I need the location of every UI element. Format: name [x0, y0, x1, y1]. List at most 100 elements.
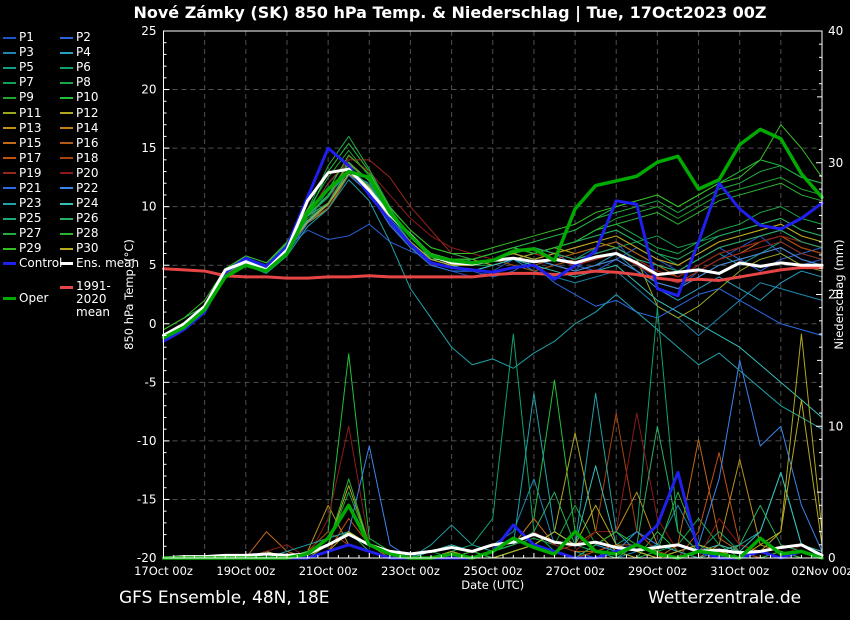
legend-item-p21: P21 — [3, 181, 60, 196]
legend-label: P24 — [76, 196, 99, 211]
y-left-tick-label: 5 — [149, 258, 157, 272]
legend-label: P27 — [19, 226, 42, 241]
legend-label: P7 — [19, 75, 34, 90]
x-tick-label: 02Nov 00z — [791, 564, 850, 578]
legend-item-p30: P30 — [60, 241, 130, 256]
legend-item-p26: P26 — [60, 211, 130, 226]
temp-line-P29 — [163, 124, 823, 331]
x-tick-label: 27Oct 00z — [546, 564, 605, 578]
legend-swatch — [60, 96, 73, 99]
legend-swatch — [60, 232, 73, 235]
legend-label: P23 — [19, 196, 42, 211]
x-tick-label: 21Oct 00z — [299, 564, 358, 578]
legend-label: P4 — [76, 45, 91, 60]
legend-label: Oper — [19, 290, 49, 305]
legend-item-p18: P18 — [60, 151, 130, 166]
legend-item-p29: P29 — [3, 241, 60, 256]
legend-item-p28: P28 — [60, 226, 130, 241]
precip-line-P30 — [163, 399, 823, 559]
legend-item-ens-mean: Ens. mean — [60, 256, 139, 271]
legend-label: P14 — [76, 120, 99, 135]
legend-item-p9: P9 — [3, 90, 60, 105]
legend-label: P15 — [19, 135, 42, 150]
legend-item-p2: P2 — [60, 30, 130, 45]
legend-label: P19 — [19, 165, 42, 180]
legend-item-p1: P1 — [3, 30, 60, 45]
precip-line-P17 — [163, 452, 823, 559]
y-left-tick-label: 20 — [141, 83, 156, 97]
legend-swatch — [3, 142, 16, 145]
legend-swatch — [60, 112, 73, 115]
y-right-tick-label: 0 — [828, 551, 836, 565]
temp-line-control — [162, 146, 824, 343]
legend-swatch — [3, 66, 16, 69]
y-left-tick-label: -20 — [137, 551, 157, 565]
legend-swatch — [3, 81, 16, 84]
legend-swatch — [60, 127, 73, 130]
legend-swatch — [3, 202, 16, 205]
y-left-tick-label: -15 — [137, 492, 157, 506]
temp-line-P20 — [163, 155, 823, 336]
legend-item-p25: P25 — [3, 211, 60, 226]
legend-swatch — [60, 157, 73, 160]
legend-item-p15: P15 — [3, 136, 60, 151]
legend-label: P12 — [76, 105, 99, 120]
legend-item-p12: P12 — [60, 105, 130, 120]
legend-swatch — [3, 172, 16, 175]
legend-label: P20 — [76, 165, 99, 180]
legend-label: P22 — [76, 180, 99, 195]
temp-line-climate-mean — [162, 266, 824, 282]
y-left-axis-title: 850 hPa Temp. (°C) — [122, 239, 136, 350]
legend-item-p22: P22 — [60, 181, 130, 196]
legend-column-1: P1 P3 P5 P7 P9 P11 P13 P15 P17 P19 P21 P23 P25 P27 P29… — [3, 30, 62, 319]
x-tick-label: 29Oct 00z — [628, 564, 687, 578]
legend-item-p7: P7 — [3, 75, 60, 90]
x-tick-label: 23Oct 00z — [381, 564, 440, 578]
y-left-tick-label: -5 — [145, 375, 157, 389]
temp-line-P23 — [163, 179, 823, 430]
legend-label: P2 — [76, 30, 91, 45]
legend-swatch — [3, 112, 16, 115]
x-tick-label: 17Oct 00z — [134, 564, 193, 578]
legend-item-p17: P17 — [3, 151, 60, 166]
legend-swatch — [3, 232, 16, 235]
x-axis-title: Date (UTC) — [461, 578, 524, 592]
x-tick-label: 19Oct 00z — [216, 564, 275, 578]
legend-swatch — [3, 296, 16, 300]
legend-swatch — [60, 187, 73, 190]
legend-item-p3: P3 — [3, 45, 60, 60]
y-left-tick-label: 15 — [141, 141, 156, 155]
legend-label: P25 — [19, 211, 42, 226]
legend-label: 1991-2020 mean — [76, 278, 111, 319]
legend-swatch — [60, 142, 73, 145]
legend-column-2: P2 P4 P6 P8 P10 P12 P14 P16 P18 P20 P22 P24 P26 P28 P3… — [60, 30, 139, 319]
legend-label: P5 — [19, 60, 34, 75]
y-left-tick-label: 25 — [141, 24, 156, 38]
legend-swatch — [3, 217, 16, 220]
legend-item-p5: P5 — [3, 60, 60, 75]
legend-swatch — [3, 36, 16, 39]
legend-item-p24: P24 — [60, 196, 130, 211]
legend-swatch — [60, 36, 73, 39]
temp-line-oper — [161, 127, 824, 340]
legend-swatch — [3, 127, 16, 130]
legend-swatch — [60, 285, 73, 289]
legend-label: P3 — [19, 45, 34, 60]
legend-swatch — [3, 247, 16, 250]
legend-swatch — [3, 187, 16, 190]
legend-swatch — [60, 172, 73, 175]
legend-item-p10: P10 — [60, 90, 130, 105]
x-tick-label: 31Oct 00z — [710, 564, 769, 578]
legend-item-p16: P16 — [60, 136, 130, 151]
legend-item-p13: P13 — [3, 121, 60, 136]
legend-item-1991-2020-mean: 1991-2020 mean — [60, 278, 130, 319]
legend-label: P18 — [76, 150, 99, 165]
x-tick-label: 25Oct 00z — [463, 564, 522, 578]
footer-brand: Wetterzentrale.de — [648, 588, 802, 608]
legend-label: P8 — [76, 75, 91, 90]
legend-label: P30 — [76, 241, 99, 256]
legend-swatch — [60, 81, 73, 84]
legend-item-p23: P23 — [3, 196, 60, 211]
